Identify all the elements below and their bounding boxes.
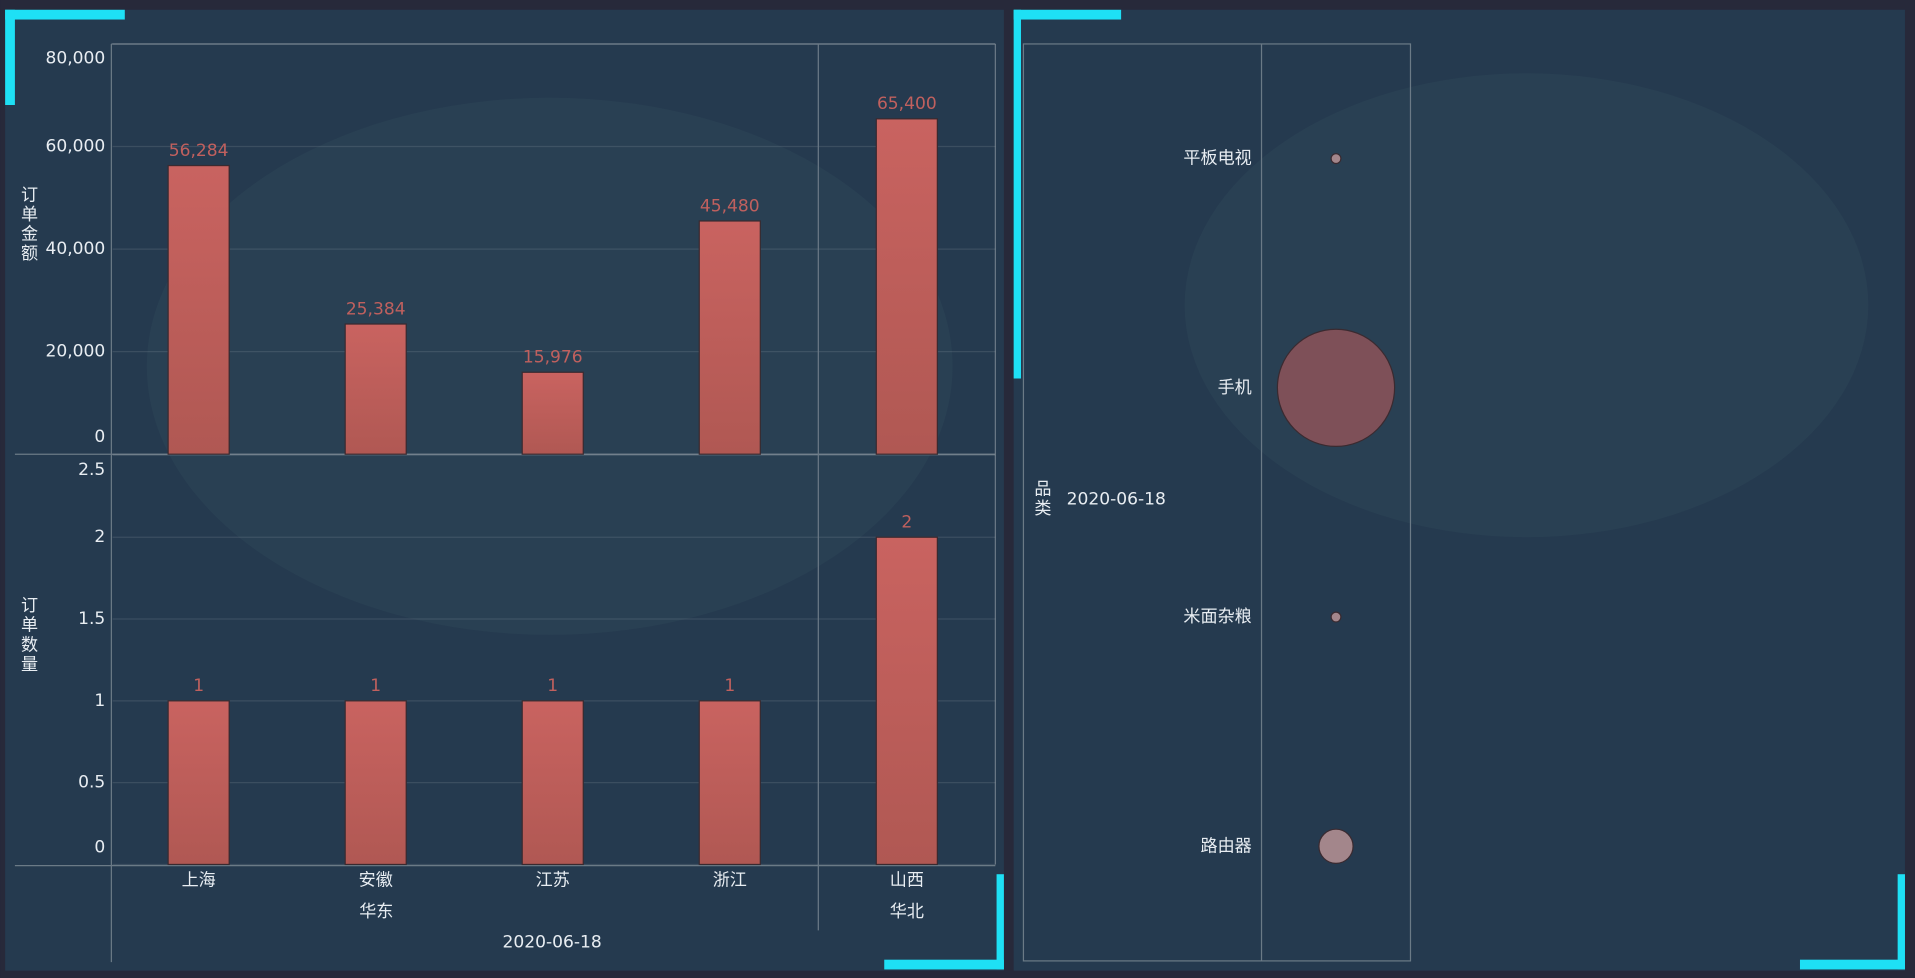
bubble	[1330, 153, 1342, 165]
data-label: 15,976	[523, 348, 583, 368]
x-axis-label: 2020-06-18	[503, 933, 602, 953]
y-tick-label: 2.5	[78, 460, 105, 480]
bar	[167, 700, 230, 866]
x-tick-label: 上海	[182, 870, 216, 890]
data-label: 2	[901, 513, 912, 533]
bar	[344, 700, 407, 866]
y-tick-label: 0	[94, 837, 105, 857]
corners	[5, 9, 1905, 970]
y-tick-label: 80,000	[45, 49, 105, 69]
bar	[521, 371, 584, 455]
bar	[875, 118, 938, 455]
data-label: 1	[370, 676, 381, 696]
bubble	[1330, 611, 1342, 623]
map-shape	[1184, 73, 1869, 538]
y-axis-label: 订单金额	[21, 185, 38, 264]
bubble	[1276, 328, 1396, 448]
bar	[167, 164, 230, 455]
y-tick-label: 60,000	[45, 137, 105, 157]
y-tick-label: 0	[94, 427, 105, 447]
x-category: 2020-06-18	[1067, 489, 1166, 509]
y-tick-label: 40,000	[45, 239, 105, 259]
y-tick-label: 0.5	[78, 773, 105, 793]
bar	[698, 220, 761, 455]
x-tick-label: 江苏	[536, 870, 570, 890]
data-label: 45,480	[700, 196, 760, 216]
data-label: 56,284	[169, 141, 229, 161]
y-axis-label: 品类	[1034, 480, 1051, 520]
y-tick-label: 米面杂粮	[1183, 607, 1251, 627]
y-tick-label: 1.5	[78, 609, 105, 629]
x-tick-label: 安徽	[359, 870, 393, 890]
x-tick-label: 浙江	[713, 870, 747, 890]
x-tick-label: 山西	[890, 870, 924, 890]
y-tick-label: 路由器	[1201, 836, 1252, 856]
data-label: 1	[724, 676, 735, 696]
group-label: 华北	[890, 902, 924, 922]
y-tick-label: 20,000	[45, 342, 105, 362]
y-tick-label: 2	[94, 527, 105, 547]
group-label: 华东	[359, 902, 393, 922]
bar	[698, 700, 761, 866]
data-label: 1	[193, 676, 204, 696]
y-tick-label: 1	[94, 691, 105, 711]
data-label: 1	[547, 676, 558, 696]
y-tick-label: 手机	[1218, 378, 1252, 398]
data-label: 25,384	[346, 299, 406, 319]
y-tick-label: 平板电视	[1183, 149, 1251, 169]
data-label: 65,400	[877, 94, 937, 114]
bar	[521, 700, 584, 866]
bar	[875, 536, 938, 866]
bar	[344, 323, 407, 455]
y-axis-label: 订单数量	[21, 596, 38, 675]
bubble	[1318, 828, 1354, 864]
